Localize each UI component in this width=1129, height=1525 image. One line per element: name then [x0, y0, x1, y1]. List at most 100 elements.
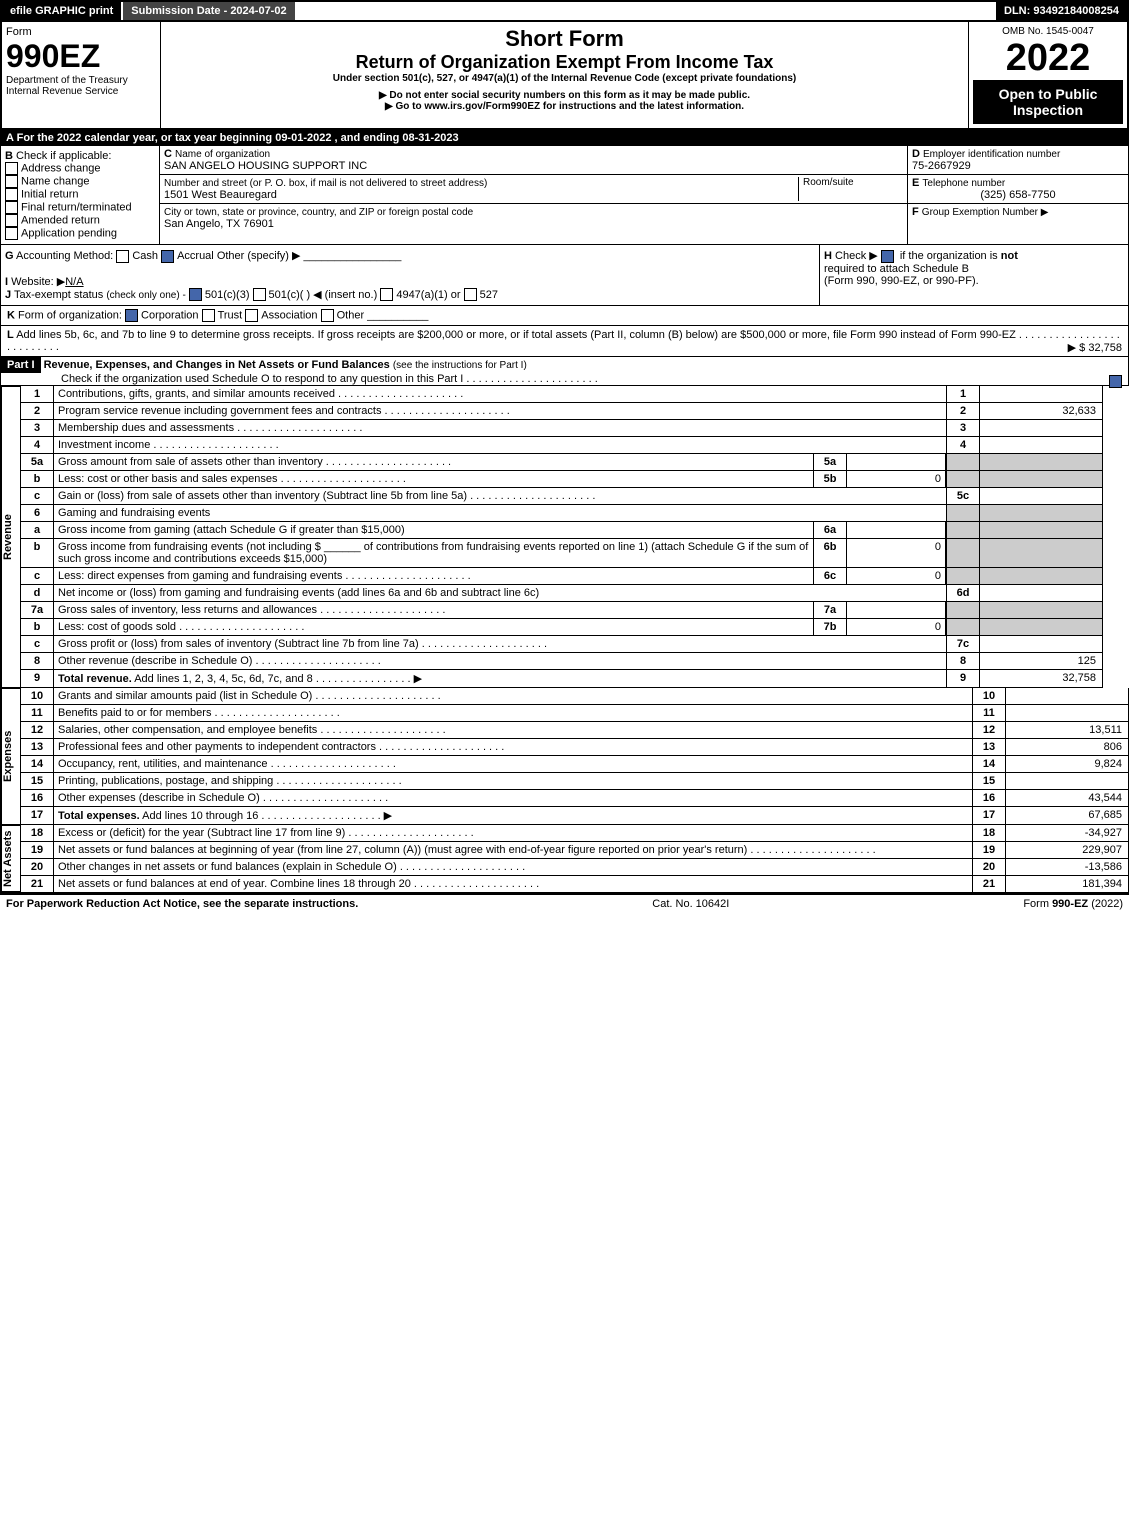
line-21: Net assets or fund balances at end of ye…	[54, 876, 972, 892]
line-7c: Gross profit or (loss) from sales of inv…	[54, 636, 946, 652]
line-12: Salaries, other compensation, and employ…	[54, 722, 972, 738]
org-name: SAN ANGELO HOUSING SUPPORT INC	[164, 160, 367, 172]
chk-cash[interactable]: Cash	[132, 250, 158, 262]
tax-year: 2022	[973, 37, 1123, 80]
chk-address[interactable]: Address change	[21, 162, 101, 174]
line-14: Occupancy, rent, utilities, and maintena…	[54, 756, 972, 772]
line-17: Total expenses. Add lines 10 through 16 …	[54, 807, 972, 824]
omb: OMB No. 1545-0047	[973, 26, 1123, 37]
chk-corp[interactable]: Corporation	[141, 310, 198, 322]
line-7b: Less: cost of goods sold	[54, 619, 813, 635]
chk-initial[interactable]: Initial return	[21, 188, 78, 200]
val-2: 32,633	[980, 403, 1102, 419]
chk-assoc[interactable]: Association	[261, 310, 317, 322]
chk-name[interactable]: Name change	[21, 175, 90, 187]
main-title: Return of Organization Exempt From Incom…	[165, 52, 964, 73]
part1-header: Part I Revenue, Expenses, and Changes in…	[0, 357, 1129, 386]
chk-sched-o[interactable]	[1109, 375, 1122, 388]
phone-label: Telephone number	[922, 178, 1005, 189]
group-exempt: Group Exemption Number ▶	[922, 207, 1049, 218]
tax-exempt-label: Tax-exempt status	[14, 289, 103, 301]
gross-receipts: ▶ $ 32,758	[1068, 341, 1122, 354]
line-2: Program service revenue including govern…	[54, 403, 946, 419]
addr-label: Number and street (or P. O. box, if mail…	[164, 178, 487, 189]
val-17: 67,685	[1006, 807, 1128, 824]
line-l: L Add lines 5b, 6c, and 7b to line 9 to …	[0, 326, 1129, 357]
efile-print[interactable]: efile GRAPHIC print	[2, 2, 121, 20]
irs: Internal Revenue Service	[6, 86, 156, 97]
val-1	[980, 386, 1102, 402]
line-7a: Gross sales of inventory, less returns a…	[54, 602, 813, 618]
ein-label: Employer identification number	[923, 149, 1060, 160]
val-9: 32,758	[980, 670, 1102, 687]
room-label: Room/suite	[798, 177, 903, 201]
expenses-tab: Expenses	[1, 688, 21, 825]
line-a: A For the 2022 calendar year, or tax yea…	[0, 130, 1129, 146]
title-block: Form 990EZ Department of the Treasury In…	[0, 22, 1129, 130]
other-specify[interactable]: Other (specify) ▶	[217, 250, 301, 262]
city-label: City or town, state or province, country…	[164, 207, 473, 218]
line-6a: Gross income from gaming (attach Schedul…	[54, 522, 813, 538]
line-13: Professional fees and other payments to …	[54, 739, 972, 755]
goto-link[interactable]: ▶ Go to www.irs.gov/Form990EZ for instru…	[165, 101, 964, 112]
val-21: 181,394	[1006, 876, 1128, 892]
val-14: 9,824	[1006, 756, 1128, 772]
val-13: 806	[1006, 739, 1128, 755]
city: San Angelo, TX 76901	[164, 218, 274, 230]
val-3	[980, 420, 1102, 436]
ein: 75-2667929	[912, 160, 971, 172]
val-16: 43,544	[1006, 790, 1128, 806]
dln: DLN: 93492184008254	[996, 2, 1127, 20]
netassets-tab: Net Assets	[1, 825, 21, 892]
line-6b: Gross income from fundraising events (no…	[54, 539, 813, 567]
line-5b: Less: cost or other basis and sales expe…	[54, 471, 813, 487]
line-18: Excess or (deficit) for the year (Subtra…	[54, 825, 972, 841]
short-form: Short Form	[165, 26, 964, 52]
ssn-warning: ▶ Do not enter social security numbers o…	[165, 90, 964, 101]
revenue-tab: Revenue	[1, 386, 21, 688]
val-19: 229,907	[1006, 842, 1128, 858]
open-public: Open to Public Inspection	[973, 80, 1123, 124]
chk-sched-b[interactable]	[881, 250, 894, 263]
line-1: Contributions, gifts, grants, and simila…	[54, 386, 946, 402]
chk-pending[interactable]: Application pending	[21, 227, 117, 239]
chk-trust[interactable]: Trust	[218, 310, 243, 322]
section-b: B Check if applicable: Address change Na…	[1, 146, 160, 244]
line-6: Gaming and fundraising events	[54, 505, 946, 521]
form-ref: Form 990-EZ (2022)	[1023, 898, 1123, 910]
dept: Department of the Treasury	[6, 75, 156, 86]
form-number: 990EZ	[6, 38, 156, 75]
chk-amended[interactable]: Amended return	[21, 214, 100, 226]
line-8: Other revenue (describe in Schedule O)	[54, 653, 946, 669]
form-word: Form	[6, 26, 156, 38]
phone: (325) 658-7750	[912, 189, 1124, 201]
line-k: K Form of organization: Corporation Trus…	[0, 306, 1129, 326]
val-8: 125	[980, 653, 1102, 669]
chk-accrual[interactable]: Accrual	[177, 250, 214, 262]
footer: For Paperwork Reduction Act Notice, see …	[0, 893, 1129, 913]
chk-final[interactable]: Final return/terminated	[21, 201, 132, 213]
chk-527[interactable]: 527	[480, 289, 498, 301]
under-section: Under section 501(c), 527, or 4947(a)(1)…	[165, 73, 964, 84]
line-5a: Gross amount from sale of assets other t…	[54, 454, 813, 470]
chk-4947[interactable]: 4947(a)(1) or	[396, 289, 460, 301]
line-19: Net assets or fund balances at beginning…	[54, 842, 972, 858]
submission-date: Submission Date - 2024-07-02	[121, 2, 294, 20]
val-12: 13,511	[1006, 722, 1128, 738]
chk-501c3[interactable]: 501(c)(3)	[205, 289, 250, 301]
cat-no: Cat. No. 10642I	[652, 898, 729, 910]
line-5c: Gain or (loss) from sale of assets other…	[54, 488, 946, 504]
street: 1501 West Beauregard	[164, 189, 277, 201]
chk-501c[interactable]: 501(c)( ) ◀ (insert no.)	[269, 289, 378, 301]
chk-other-org[interactable]: Other	[337, 310, 365, 322]
acct-method-label: Accounting Method:	[16, 250, 113, 262]
paperwork: For Paperwork Reduction Act Notice, see …	[6, 898, 358, 910]
line-20: Other changes in net assets or fund bala…	[54, 859, 972, 875]
org-name-label: Name of organization	[175, 149, 270, 160]
line-16: Other expenses (describe in Schedule O)	[54, 790, 972, 806]
val-18: -34,927	[1006, 825, 1128, 841]
line-9: Total revenue. Add lines 1, 2, 3, 4, 5c,…	[54, 670, 946, 687]
line-10: Grants and similar amounts paid (list in…	[54, 688, 972, 704]
val-4	[980, 437, 1102, 453]
website-label: Website: ▶	[11, 276, 65, 288]
